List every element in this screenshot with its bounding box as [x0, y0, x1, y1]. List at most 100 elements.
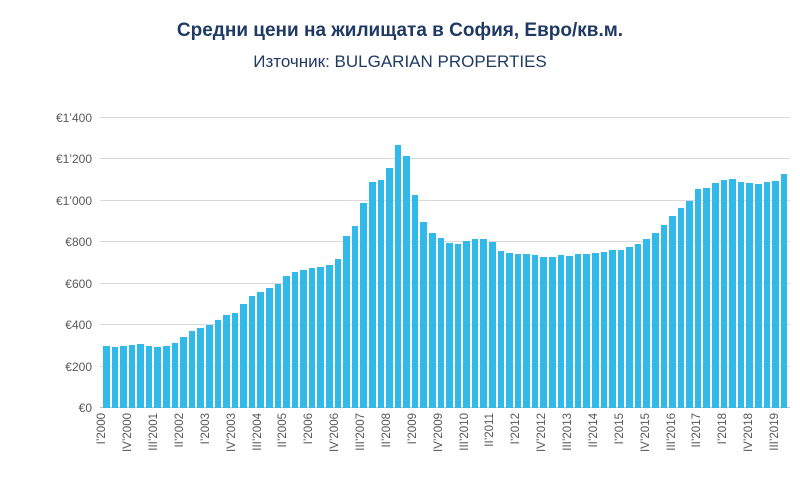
x-axis-line [100, 407, 790, 408]
x-axis-tick-label: IV’2009 [432, 413, 445, 453]
bar [540, 256, 548, 408]
bar [703, 188, 711, 408]
bar [403, 156, 410, 408]
bar [480, 239, 488, 408]
bar [694, 189, 702, 408]
x-axis-tick-label: III’2019 [769, 413, 782, 451]
x-axis-tick-label: III’2007 [355, 413, 368, 451]
bar [103, 345, 110, 408]
gridline [100, 117, 790, 118]
bar [772, 181, 779, 408]
bar [317, 267, 325, 408]
x-axis-tick-label: IV’2003 [225, 413, 238, 453]
bar [523, 253, 530, 408]
bar [214, 319, 222, 408]
bar [454, 244, 462, 408]
x-axis-tick-label: I’2003 [199, 413, 212, 445]
x-axis-tick-label: III’2004 [251, 413, 264, 451]
bar [754, 184, 762, 408]
bar [137, 343, 144, 408]
bar [111, 346, 119, 408]
x-axis-tick-label: IV’2012 [536, 413, 549, 453]
bar [557, 254, 565, 408]
page-subtitle: Източник: BULGARIAN PROPERTIES [253, 52, 547, 71]
bar [163, 345, 170, 408]
bar-series [100, 118, 790, 408]
bar [600, 251, 608, 408]
y-axis-tick-label: €200 [65, 359, 92, 374]
bar [780, 173, 788, 408]
bar [386, 167, 393, 408]
bar [326, 265, 333, 408]
x-axis-tick-label: II’2002 [173, 413, 186, 448]
x-axis-tick-label: I’2009 [406, 413, 419, 445]
bar [257, 292, 264, 408]
bar [360, 202, 367, 408]
bar [514, 253, 522, 408]
bar [463, 241, 470, 408]
x-axis-tick-label: II’2008 [380, 413, 393, 448]
x-axis-tick-label: IV’2000 [122, 413, 135, 453]
bar [274, 283, 282, 408]
bar [265, 287, 273, 408]
x-axis-tick-label: II’2011 [484, 413, 497, 447]
bar [291, 272, 299, 408]
gridline [100, 241, 790, 243]
bar [154, 346, 162, 408]
bar [128, 344, 136, 408]
bar [308, 268, 316, 408]
x-axis-tick-label: III’2010 [458, 413, 471, 451]
bar [737, 182, 745, 408]
bar [428, 232, 436, 408]
bar [368, 182, 376, 408]
plot-area [100, 117, 790, 408]
bar [471, 239, 479, 408]
x-axis-tick-label: II’2014 [587, 413, 600, 448]
x-axis-tick-label: III’2016 [665, 413, 678, 451]
x-axis-tick-label: II’2017 [691, 413, 704, 448]
y-axis-tick-label: €1’200 [55, 152, 92, 167]
bar [669, 216, 676, 408]
bar [617, 249, 625, 408]
x-axis-tick-label: IV’2018 [743, 413, 756, 453]
bar [574, 253, 582, 408]
bar [231, 312, 239, 408]
gridline [100, 282, 790, 284]
bar [677, 208, 685, 408]
bar [643, 239, 650, 408]
y-axis-tick-label: €800 [65, 235, 92, 250]
bar [145, 345, 153, 408]
gridline [100, 199, 790, 201]
x-axis-tick-label: I’2018 [717, 413, 730, 445]
bar [712, 183, 719, 408]
bar [686, 200, 693, 408]
x-axis-tick-label: IV’2006 [329, 413, 342, 453]
bar [334, 258, 342, 408]
bar [566, 255, 573, 408]
bar [652, 232, 659, 408]
x-axis: I’2000 IV’2000 III’2001 II’2002 I’2003 IV’200… [96, 409, 790, 497]
bar [506, 252, 513, 408]
bar [120, 345, 127, 408]
bar [729, 179, 736, 408]
bar [283, 276, 290, 408]
bar [377, 180, 385, 408]
x-axis-tick-label: I’2012 [510, 413, 523, 445]
bar [720, 180, 728, 408]
page-title: Средни цени на жилищата в София, Евро/кв… [176, 20, 624, 41]
bar [240, 304, 247, 408]
x-axis-tick-label: II’2005 [277, 413, 290, 448]
gridlines [100, 117, 790, 408]
bar [411, 194, 419, 408]
bar [609, 249, 616, 408]
gridline [100, 365, 790, 367]
bar [300, 270, 307, 408]
bar [763, 182, 771, 408]
x-axis-tick-label: I’2015 [613, 413, 626, 445]
y-axis-tick-label: €1’400 [55, 111, 92, 125]
bar [489, 242, 496, 408]
bar [746, 183, 753, 408]
bar [343, 236, 350, 408]
bar [583, 253, 590, 408]
